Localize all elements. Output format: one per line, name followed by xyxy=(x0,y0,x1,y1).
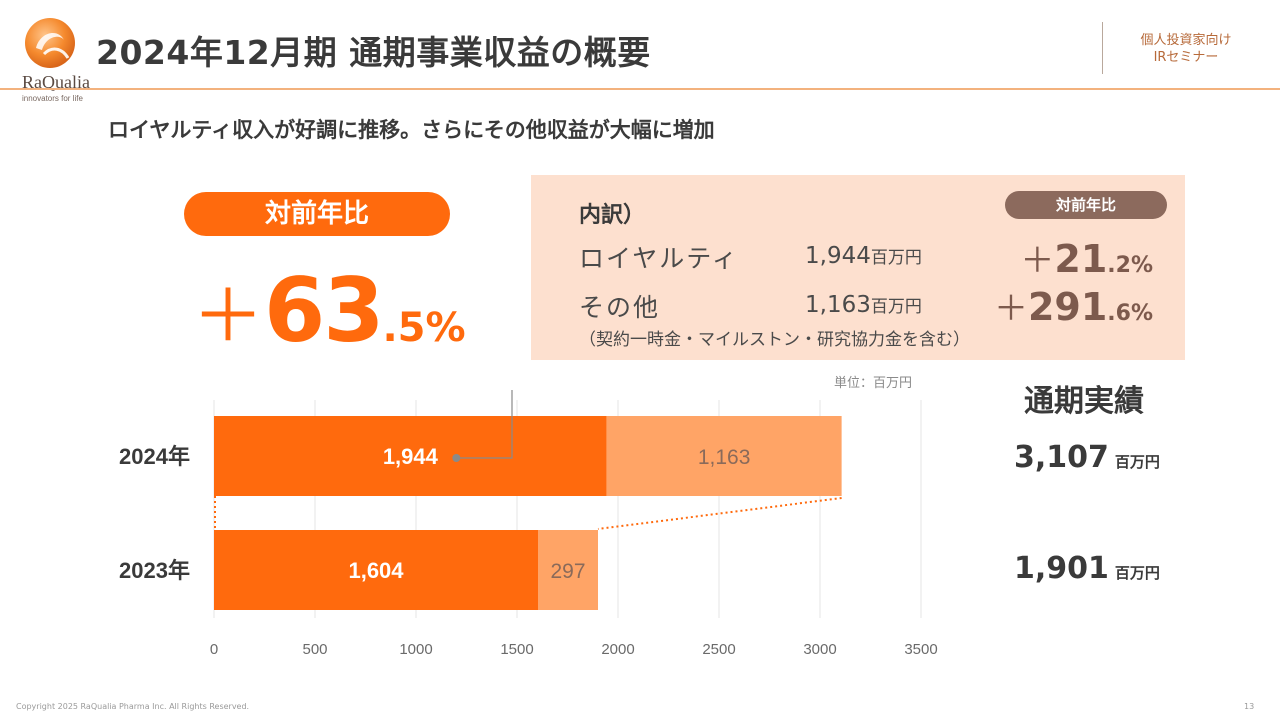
other-note: （契約一時金・マイルストン・研究協力金を含む） xyxy=(579,330,970,350)
chart-bars xyxy=(214,416,842,610)
breakdown-yoy-pill: 対前年比 xyxy=(1005,191,1167,219)
unit-label: 単位：百万円 xyxy=(834,376,913,391)
chart-labels: 0 500 1000 1500 2000 2500 3000 3500 1,944 1,163 20… xyxy=(119,390,938,658)
logo-tagline: innovators for life xyxy=(22,94,83,103)
copyright: Copyright 2025 RaQualia Pharma Inc. All … xyxy=(16,702,250,711)
total-2024-value: 3,107 xyxy=(1014,440,1109,475)
yoy-dec: .5% xyxy=(382,305,466,351)
other-value-unit: 百万円 xyxy=(870,297,922,317)
revenue-bar-chart: 0 500 1000 1500 2000 2500 3000 3500 1,944 1,163 20… xyxy=(119,390,938,658)
royalty-yoy-int: 21 xyxy=(1054,237,1108,281)
royalty-yoy-sign: ＋ xyxy=(1020,241,1055,281)
page-title: 2024年12月期 通期事業収益の概要 xyxy=(96,33,651,72)
other-label: その他 xyxy=(579,293,661,322)
x-tick-label: 3500 xyxy=(904,641,937,658)
royalty-yoy: ＋21.2% xyxy=(893,233,1153,282)
royalty-value-number: 1,944 xyxy=(805,243,871,269)
category-label: 2024年 xyxy=(119,444,190,469)
x-tick-label: 2000 xyxy=(601,641,634,658)
other-yoy-dec: .6% xyxy=(1107,301,1153,326)
royalty-label: ロイヤルティ xyxy=(579,244,739,273)
yoy-int: 63 xyxy=(264,259,384,362)
total-2024: 3,107 百万円 xyxy=(1014,440,1160,475)
category-label: 2023年 xyxy=(119,558,190,583)
royalty-value-unit: 百万円 xyxy=(870,248,922,268)
breakdown-panel: 内訳） 対前年比 ロイヤルティ 1,944百万円 ＋21.2% その他 1,16… xyxy=(531,175,1185,360)
totals-title: 通期実績 xyxy=(1024,384,1144,419)
seminar-tag-line2: IRセミナー xyxy=(1153,50,1219,65)
seminar-tag: 個人投資家向け IRセミナー xyxy=(1112,32,1260,66)
yoy-growth-figure: ＋63.5% xyxy=(192,266,466,381)
breakdown-title: 内訳） xyxy=(579,203,646,228)
data-label-other-0: 1,163 xyxy=(698,446,751,469)
x-tick-label: 3000 xyxy=(803,641,836,658)
callout-line xyxy=(456,390,513,459)
yoy-label-pill: 対前年比 xyxy=(184,192,450,236)
bar-other-1 xyxy=(538,530,599,610)
total-2023-unit: 百万円 xyxy=(1114,564,1160,582)
x-tick-label: 1500 xyxy=(500,641,533,658)
other-yoy-int: 291 xyxy=(1027,285,1108,329)
data-label-royalty-0: 1,944 xyxy=(383,444,439,469)
bar-royalty-1 xyxy=(214,530,539,610)
logo-text: RaQualia xyxy=(22,72,90,92)
other-yoy: ＋291.6% xyxy=(893,281,1153,330)
header-divider xyxy=(1102,22,1103,74)
year-connector xyxy=(214,496,842,530)
total-2024-unit: 百万円 xyxy=(1114,453,1160,471)
x-tick-label: 0 xyxy=(210,641,218,658)
total-2023-value: 1,901 xyxy=(1014,551,1109,586)
company-logo: RaQualia innovators for life xyxy=(22,18,118,108)
other-yoy-sign: ＋ xyxy=(993,289,1028,329)
royalty-value: 1,944百万円 xyxy=(805,243,922,269)
header-rule xyxy=(0,88,1280,90)
yoy-sign: ＋ xyxy=(192,274,265,358)
other-value: 1,163百万円 xyxy=(805,292,922,318)
royalty-yoy-dec: .2% xyxy=(1107,253,1153,278)
bar-royalty-0 xyxy=(214,416,607,496)
data-label-royalty-1: 1,604 xyxy=(348,558,404,583)
connector-right xyxy=(597,497,842,530)
x-tick-label: 1000 xyxy=(399,641,432,658)
data-label-other-1: 297 xyxy=(550,560,585,583)
page-number: 13 xyxy=(1244,702,1255,711)
total-2023: 1,901 百万円 xyxy=(1014,551,1160,586)
x-tick-label: 500 xyxy=(302,641,327,658)
bar-other-0 xyxy=(606,416,842,496)
other-value-number: 1,163 xyxy=(805,292,871,318)
seminar-tag-line1: 個人投資家向け xyxy=(1140,33,1232,48)
slide-subtitle: ロイヤルティ収入が好調に推移。さらにその他収益が大幅に増加 xyxy=(108,118,715,142)
x-tick-label: 2500 xyxy=(702,641,735,658)
